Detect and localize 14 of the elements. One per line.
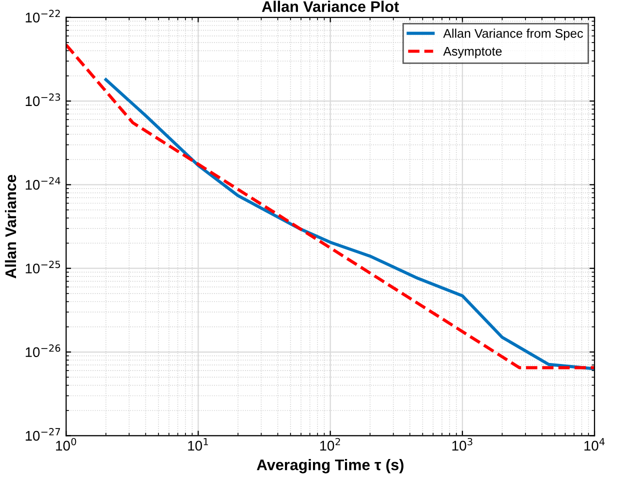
y-tick-label: 10$^{−22}$ (26, 10, 60, 22)
y-tick-label: 10$^{−23}$ (26, 93, 60, 106)
x-tick-label: 10$^{3}$ (452, 438, 472, 451)
y-tick-label: 10$^{−25}$ (26, 260, 60, 274)
x-tick-label: 10$^{2}$ (320, 438, 340, 451)
chart-title: Allan Variance Plot (262, 0, 399, 12)
legend-label: Allan Variance from Spec (443, 28, 583, 40)
x-tick-label: 10$^{4}$ (584, 438, 605, 451)
x-axis-title: Averaging Time τ (s) (256, 459, 404, 474)
y-axis-title: Allan Variance (4, 174, 16, 278)
x-tick-label: 10$^{1}$ (188, 438, 208, 451)
legend-label: Asymptote (443, 47, 502, 58)
y-tick-label: 10$^{−24}$ (26, 177, 60, 190)
y-tick-label: 10$^{−26}$ (26, 344, 60, 358)
